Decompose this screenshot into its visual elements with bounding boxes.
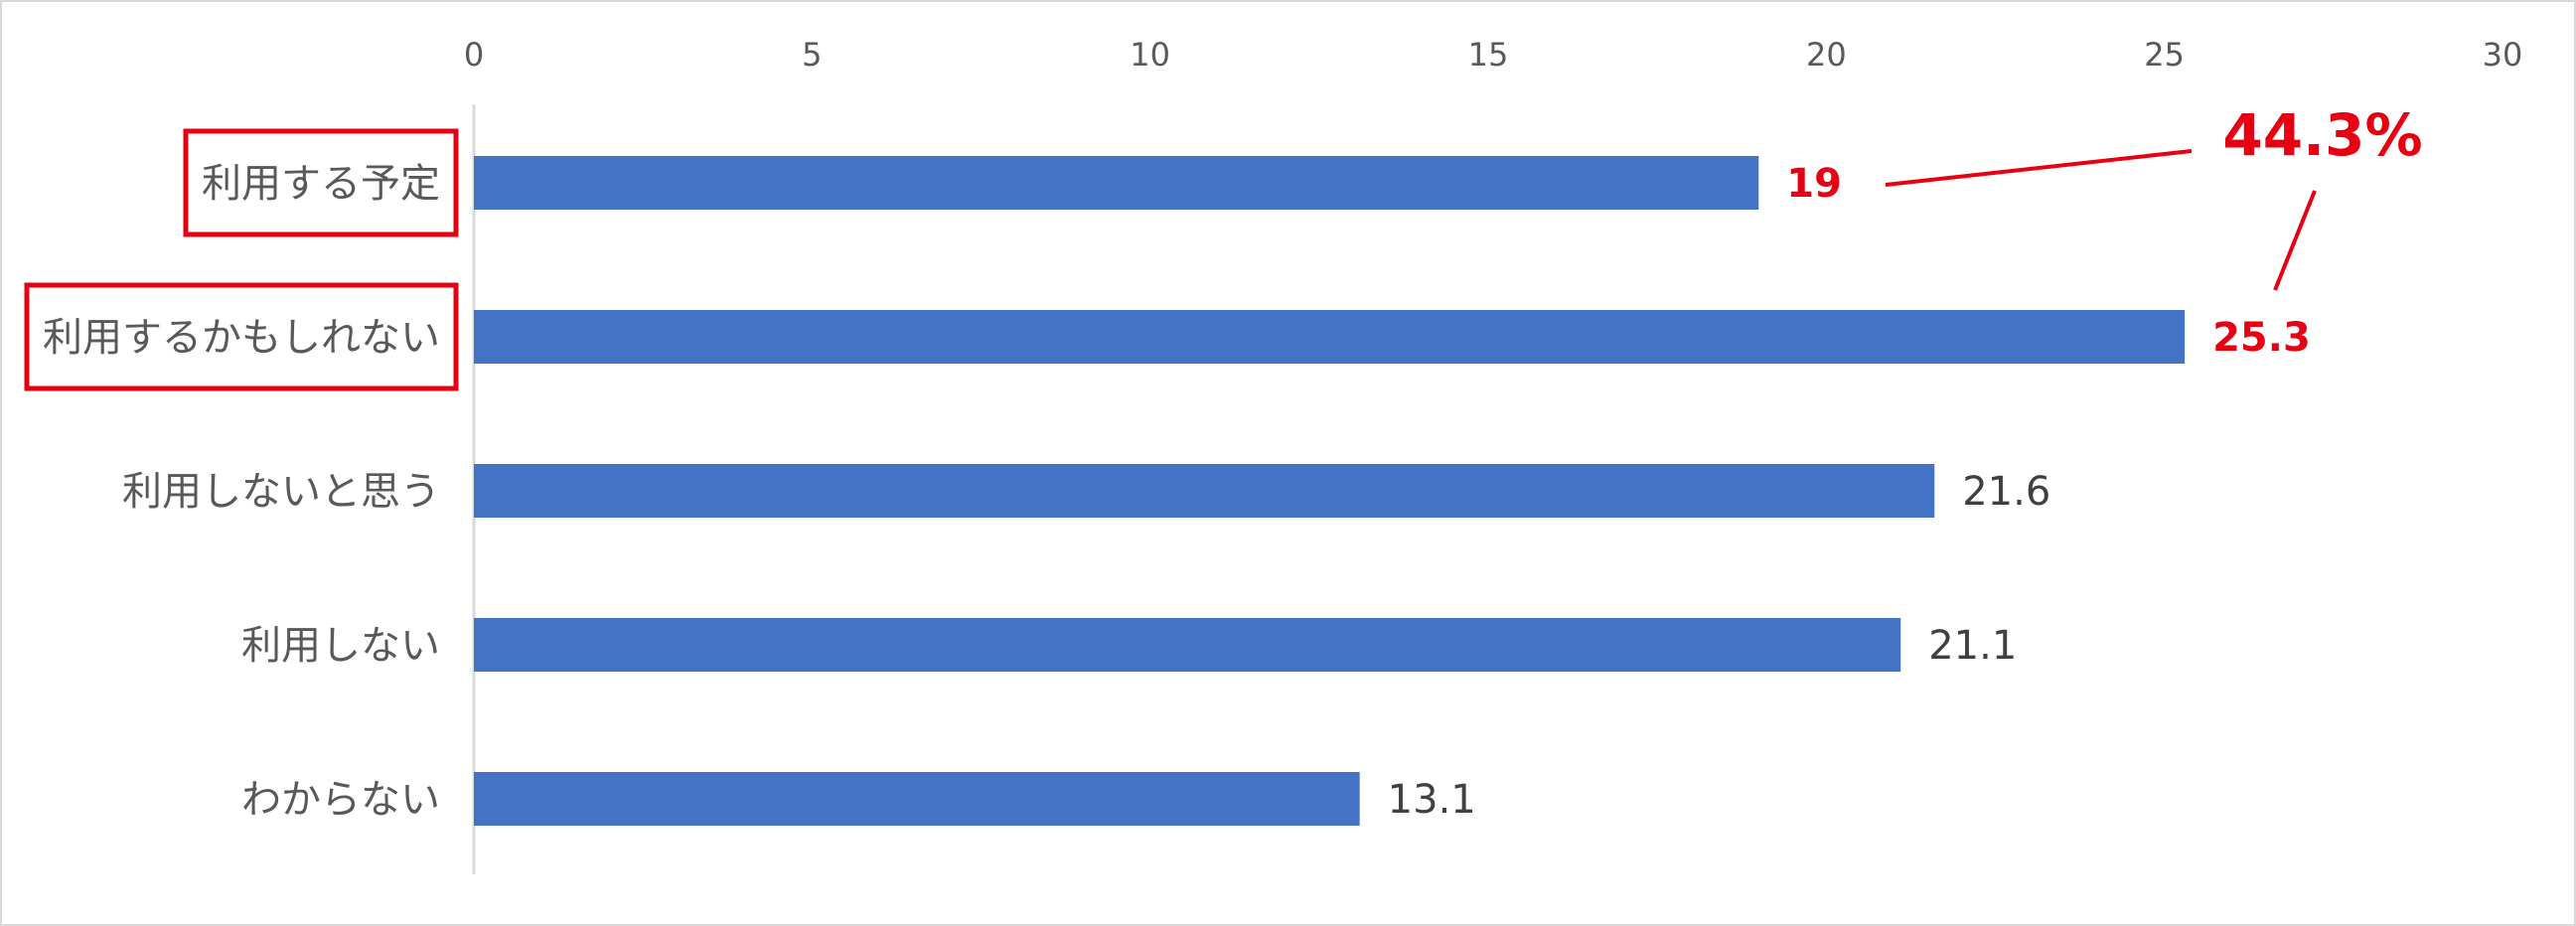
annotation-group: 44.3% <box>1885 101 2423 291</box>
bar <box>474 618 1901 672</box>
category-highlight-box <box>183 128 459 237</box>
bar <box>474 464 1935 518</box>
category-label: 利用しない <box>241 623 440 669</box>
x-axis-ticks: 0 5 10 15 20 25 30 <box>464 36 2523 74</box>
bar <box>474 772 1360 826</box>
category-label: 利用しないと思う <box>122 469 440 515</box>
data-label: 19 <box>1786 161 1842 207</box>
x-tick-label: 5 <box>802 36 822 74</box>
category-label: 利用する予定 <box>202 161 440 207</box>
annotation-leader-line <box>1885 149 2193 187</box>
x-tick-label: 30 <box>2483 36 2523 74</box>
x-tick-label: 0 <box>464 36 484 74</box>
x-tick-label: 10 <box>1130 36 1170 74</box>
bars <box>474 156 2186 826</box>
x-tick-label: 15 <box>1468 36 1509 74</box>
data-label: 13.1 <box>1388 777 1476 823</box>
x-tick-label: 20 <box>1806 36 1847 74</box>
bar <box>474 310 2186 364</box>
data-label: 21.1 <box>1928 623 2017 669</box>
x-tick-label: 25 <box>2144 36 2185 74</box>
data-label: 21.6 <box>1962 469 2050 515</box>
category-label: わからない <box>241 777 440 823</box>
category-label: 利用するかもしれない <box>43 315 440 361</box>
bar <box>474 156 1759 210</box>
annotation-leader-line <box>2273 190 2317 291</box>
data-label: 25.3 <box>2212 315 2311 361</box>
annotation-label: 44.3% <box>2222 101 2422 169</box>
value-labels: 19 25.3 21.6 21.1 13.1 <box>1388 161 2311 823</box>
category-highlight-box <box>24 282 459 391</box>
